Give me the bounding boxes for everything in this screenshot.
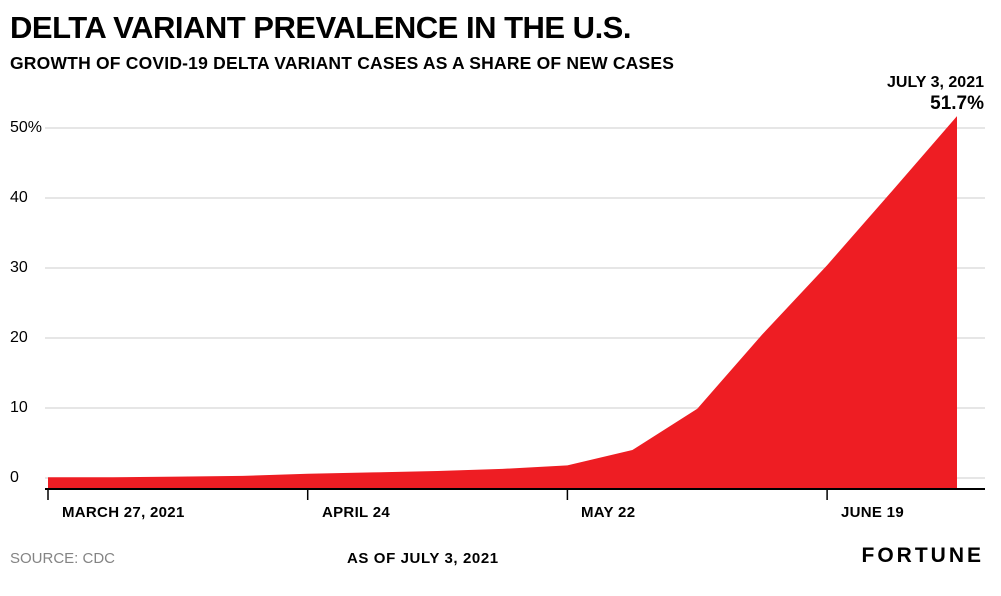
delta-area-series [48, 116, 957, 489]
x-axis-label: APRIL 24 [322, 504, 390, 521]
as-of-label: AS OF JULY 3, 2021 [347, 550, 499, 567]
y-axis-label: 10 [10, 399, 28, 416]
y-axis-label: 20 [10, 329, 28, 346]
annotation-value: 51.7% [930, 93, 984, 114]
x-axis-label: MARCH 27, 2021 [62, 504, 185, 521]
y-axis-label: 50% [10, 119, 43, 136]
y-axis-label: 40 [10, 189, 28, 206]
annotation-date: JULY 3, 2021 [887, 74, 984, 91]
chart-title: DELTA VARIANT PREVALENCE IN THE U.S. [10, 10, 631, 45]
fortune-logo: FORTUNE [861, 544, 984, 567]
y-axis-label: 0 [10, 469, 19, 486]
x-axis-label: MAY 22 [581, 504, 636, 521]
x-axis-label: JUNE 19 [841, 504, 904, 521]
y-axis-label: 30 [10, 259, 28, 276]
source-label: SOURCE: CDC [10, 550, 116, 567]
chart-subtitle: GROWTH OF COVID-19 DELTA VARIANT CASES A… [10, 53, 675, 73]
